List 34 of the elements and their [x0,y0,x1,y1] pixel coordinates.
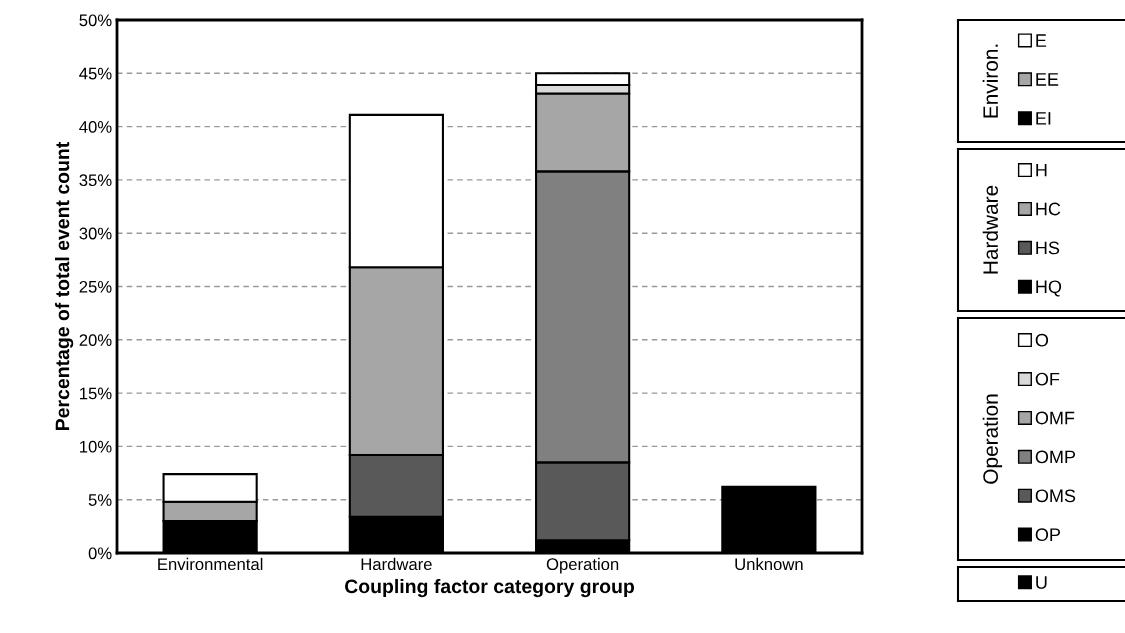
legend-label: OP [1035,528,1061,542]
text: Environ. [982,44,998,118]
x-axis-title: Coupling factor category group [345,578,635,598]
legend-label: HC [1036,202,1061,216]
text: Operation [982,394,1003,484]
text: Hardware [982,185,998,274]
y-tick-label: 15% [80,387,112,400]
y-tick-label: 50% [79,14,112,27]
y-tick-label: 0% [88,547,112,560]
x-tick-label: Environmental [158,557,263,571]
legend-label: O [1035,333,1049,347]
legend-label: U [1036,576,1047,589]
legend-label: OMF [1035,411,1075,425]
y-tick-label: 30% [79,227,112,240]
legend-label: HQ [1036,280,1062,297]
y-tick-label: 40% [79,121,112,133]
x-tick-label: Unknown [735,557,803,571]
y-tick-label: 25% [79,280,112,293]
legend-label: OMP [1035,450,1076,464]
legend-label: OF [1035,372,1060,386]
y-tick-label: 10% [80,440,112,453]
x-tick-label: Hardware [361,557,432,571]
legend-label: E [1036,34,1047,47]
y-tick-label: 20% [79,334,112,346]
legend-label: H [1036,163,1047,177]
legend-label: HS [1036,241,1060,255]
x-tick-label: Operation [546,557,619,574]
legend-label: OMS [1035,489,1076,503]
legend-label: EE [1036,73,1059,86]
y-tick-label: 45% [79,67,112,80]
y-tick-label: 35% [79,174,112,187]
legend-label: EI [1036,112,1051,125]
y-axis-title: Percentage of total event count [55,141,74,430]
y-tick-label: 5% [88,494,112,506]
